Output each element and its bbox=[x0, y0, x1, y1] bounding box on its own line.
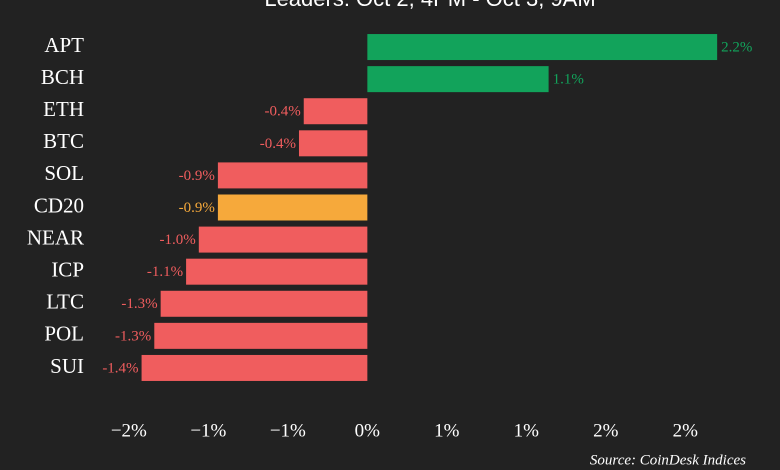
value-label: -0.4% bbox=[265, 104, 301, 120]
y-tick-label: APT bbox=[44, 33, 84, 57]
bar bbox=[298, 130, 368, 157]
value-label: -0.9% bbox=[179, 200, 215, 216]
value-label: 2.2% bbox=[721, 39, 752, 55]
value-label: -0.9% bbox=[179, 168, 215, 184]
bar bbox=[217, 194, 368, 221]
y-tick-label: ICP bbox=[51, 257, 84, 281]
bar bbox=[154, 322, 368, 349]
x-tick-label: 1% bbox=[514, 420, 540, 441]
x-tick-label: 0% bbox=[355, 420, 381, 441]
y-tick-label: CD20 bbox=[34, 193, 84, 217]
bar bbox=[186, 258, 368, 285]
bar bbox=[141, 354, 368, 381]
value-label: -1.3% bbox=[121, 296, 157, 312]
y-tick-label: SOL bbox=[44, 161, 84, 185]
x-tick-label: −1% bbox=[270, 420, 306, 441]
y-tick-label: ETH bbox=[43, 97, 84, 121]
value-label: -1.4% bbox=[102, 360, 138, 376]
chart-title: Leaders: Oct 2, 4PM - Oct 3, 9AM bbox=[264, 0, 595, 11]
value-label: -1.1% bbox=[147, 264, 183, 280]
value-label: 1.1% bbox=[553, 72, 584, 88]
bar bbox=[367, 66, 549, 93]
x-tick-label: −1% bbox=[190, 420, 226, 441]
y-tick-label: BCH bbox=[41, 65, 84, 89]
value-label: -1.3% bbox=[115, 328, 151, 344]
x-tick-label: 2% bbox=[673, 420, 699, 441]
y-tick-label: NEAR bbox=[27, 225, 84, 249]
value-label: -0.4% bbox=[260, 136, 296, 152]
value-label: -1.0% bbox=[160, 232, 196, 248]
bar bbox=[217, 162, 368, 189]
x-tick-label: −2% bbox=[111, 420, 147, 441]
y-tick-label: POL bbox=[44, 322, 84, 346]
x-tick-label: 2% bbox=[593, 420, 619, 441]
bar bbox=[160, 290, 368, 317]
source-note: Source: CoinDesk Indices bbox=[590, 452, 746, 468]
bar bbox=[303, 98, 368, 125]
x-tick-label: 1% bbox=[434, 420, 460, 441]
bar bbox=[367, 34, 718, 61]
y-tick-label: SUI bbox=[50, 354, 84, 378]
y-tick-label: LTC bbox=[46, 290, 84, 314]
y-tick-label: BTC bbox=[43, 129, 84, 153]
bar bbox=[198, 226, 368, 253]
